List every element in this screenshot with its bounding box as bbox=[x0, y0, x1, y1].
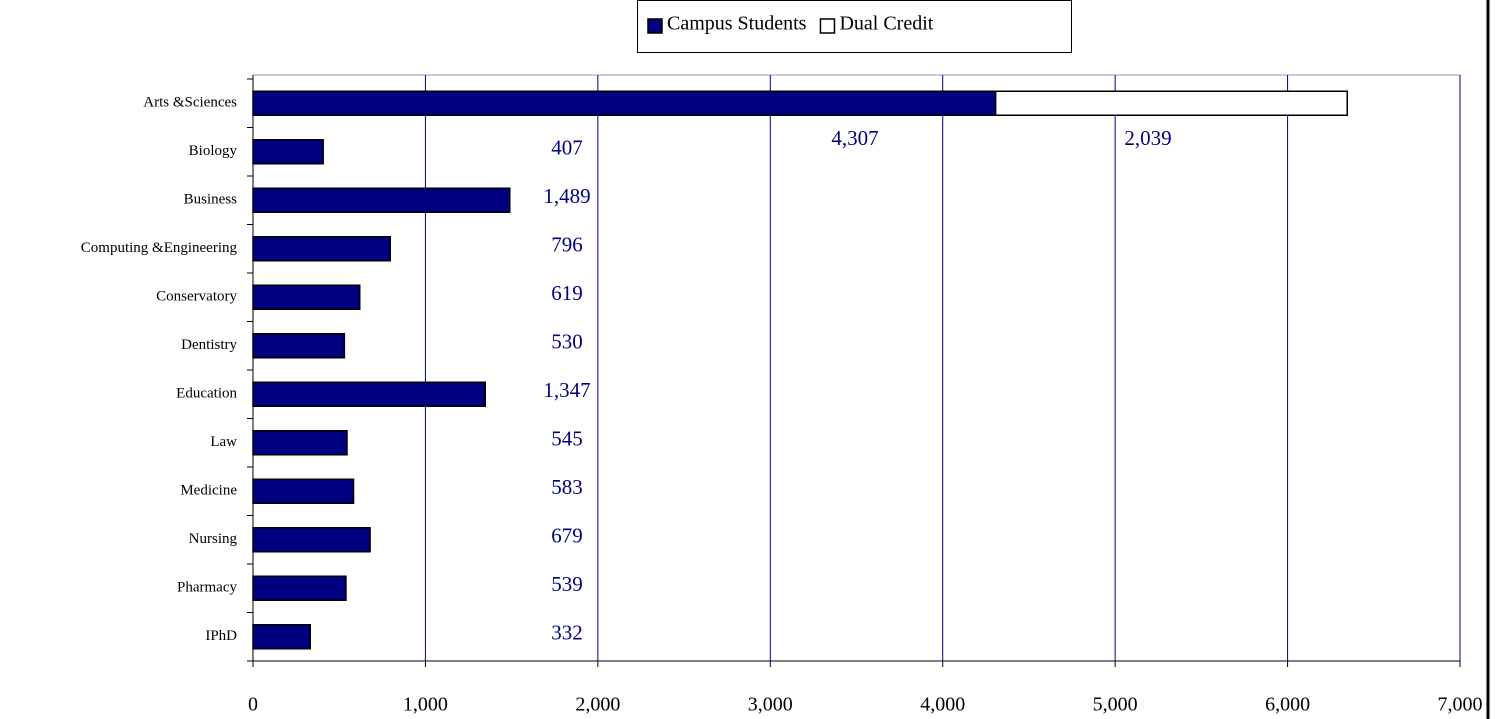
y-tick-label: IPhD bbox=[205, 628, 237, 644]
x-tick-label: 3,000 bbox=[748, 694, 793, 716]
bar bbox=[252, 284, 361, 310]
y-tick-label: Computing &Engineering bbox=[81, 240, 238, 256]
x-tick-label: 0 bbox=[248, 694, 258, 716]
value-label: 583 bbox=[551, 475, 583, 499]
legend-box bbox=[637, 0, 1072, 53]
y-tick-label: Education bbox=[176, 386, 237, 402]
value-label: 4,307 bbox=[831, 126, 878, 150]
legend-swatch bbox=[819, 18, 836, 34]
bar bbox=[252, 575, 347, 601]
x-tick-label: 4,000 bbox=[920, 694, 965, 716]
y-tick-label: Law bbox=[210, 434, 237, 450]
bar bbox=[252, 381, 487, 407]
y-tick-label: Pharmacy bbox=[177, 580, 237, 596]
value-label: 2,039 bbox=[1124, 126, 1171, 150]
plot-border bbox=[252, 74, 1461, 662]
value-label: 530 bbox=[551, 330, 583, 354]
bar bbox=[994, 90, 1348, 116]
value-label: 1,347 bbox=[543, 378, 590, 402]
x-tick-label: 5,000 bbox=[1093, 694, 1138, 716]
x-tick-label: 2,000 bbox=[575, 694, 620, 716]
bar bbox=[252, 430, 348, 456]
bar bbox=[252, 527, 371, 553]
x-tick-label: 1,000 bbox=[403, 694, 448, 716]
x-tick-label: 6,000 bbox=[1265, 694, 1310, 716]
bar bbox=[252, 236, 392, 262]
y-tick-label: Arts &Sciences bbox=[143, 95, 237, 111]
value-label: 407 bbox=[551, 136, 583, 160]
value-label: 796 bbox=[551, 233, 583, 257]
legend-label: Dual Credit bbox=[839, 13, 933, 35]
value-label: 332 bbox=[551, 621, 583, 645]
y-tick-label: Dentistry bbox=[181, 337, 237, 353]
bar bbox=[252, 333, 346, 359]
y-tick-label: Conservatory bbox=[156, 289, 237, 305]
value-label: 1,489 bbox=[543, 184, 590, 208]
value-label: 545 bbox=[551, 427, 583, 451]
legend-label: Campus Students bbox=[667, 13, 807, 35]
legend-swatch bbox=[647, 18, 663, 34]
y-tick-label: Medicine bbox=[180, 483, 237, 499]
y-tick-label: Biology bbox=[189, 143, 238, 159]
value-label: 539 bbox=[551, 572, 583, 596]
bar bbox=[252, 139, 324, 165]
x-tick-label: 7,000 bbox=[1438, 694, 1483, 716]
bar bbox=[252, 624, 311, 650]
bar bbox=[252, 478, 355, 504]
y-tick-label: Business bbox=[184, 192, 238, 208]
bar bbox=[252, 187, 511, 213]
bar bbox=[252, 90, 997, 116]
value-label: 619 bbox=[551, 281, 583, 305]
value-label: 679 bbox=[551, 524, 583, 548]
y-tick-label: Nursing bbox=[189, 531, 238, 547]
